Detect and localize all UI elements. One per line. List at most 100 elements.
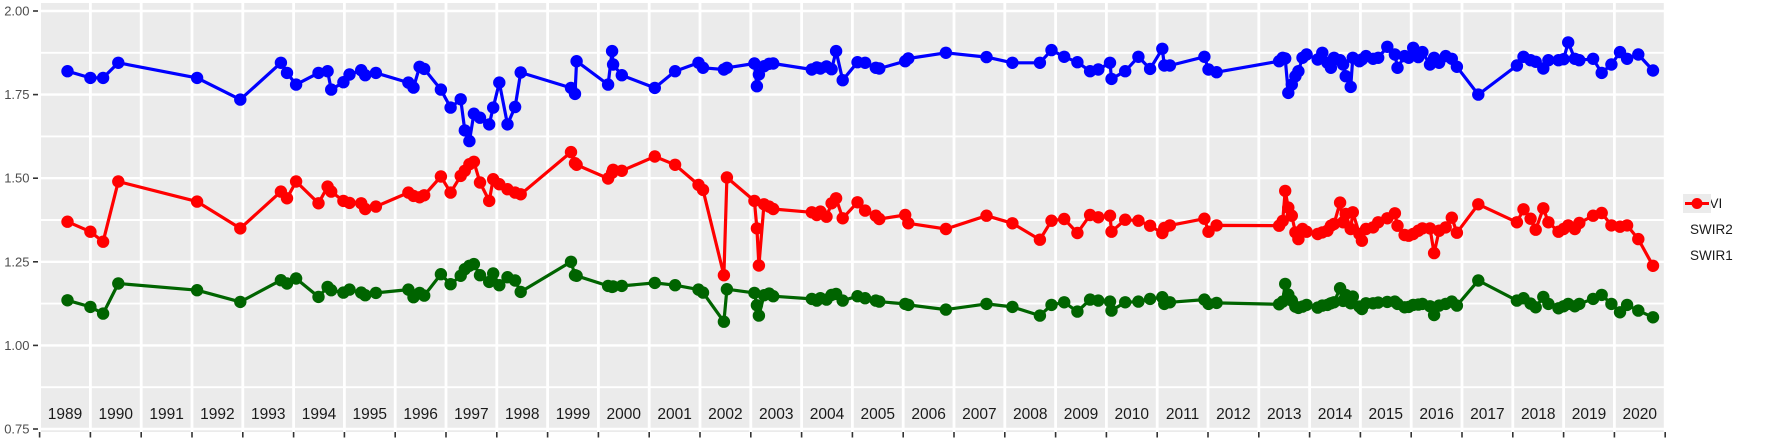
swir2-point — [615, 279, 628, 293]
ndvi-point — [1388, 48, 1402, 61]
swir1-point — [434, 170, 448, 183]
swir2-point — [902, 298, 915, 312]
swir2-point — [1143, 292, 1157, 306]
swir2-point — [418, 289, 431, 302]
x-tick-label: 2001 — [657, 406, 691, 423]
swir2-point — [289, 272, 303, 285]
ndvi-point — [1156, 42, 1169, 55]
ndvi-point — [1573, 54, 1586, 67]
ndvi-point — [1372, 51, 1385, 64]
ndvi-point — [434, 83, 448, 96]
ndvi-point — [1472, 88, 1485, 101]
swir1-point — [1163, 219, 1177, 232]
y-tick-label: 1.25 — [4, 254, 29, 269]
swir1-point — [748, 194, 761, 208]
swir1-point — [1071, 226, 1084, 240]
x-tick-label: 1999 — [556, 406, 590, 423]
ndvi-point — [514, 66, 527, 79]
swir2-point — [96, 307, 110, 320]
swir2-point — [467, 257, 481, 271]
x-tick-label: 1996 — [403, 406, 437, 423]
swir2-point — [1646, 311, 1660, 324]
swir2-point — [343, 283, 356, 296]
ndvi-point — [1163, 59, 1177, 72]
ndvi-point — [1045, 43, 1058, 57]
swir1-point — [1388, 207, 1402, 220]
ndvi-point — [234, 93, 247, 106]
x-tick-label: 2016 — [1419, 406, 1453, 423]
swir1-point — [1542, 216, 1555, 229]
swir2-series — [61, 255, 1660, 328]
swir2-point — [1632, 304, 1645, 317]
legend-label: SWIR1 — [1690, 248, 1733, 263]
ndvi-series — [61, 36, 1660, 148]
swir1-point — [1210, 219, 1223, 232]
swir1-point — [1439, 221, 1452, 234]
ndvi-point — [1143, 62, 1157, 76]
swir2-point — [473, 269, 487, 282]
swir2-point — [750, 299, 764, 312]
swir2-point — [1346, 290, 1360, 303]
swir1-point — [234, 222, 247, 235]
swir1-point — [418, 189, 431, 202]
swir1-point — [1517, 203, 1530, 216]
swir1-point — [1450, 226, 1464, 239]
swir1-legend-key-icon — [1683, 194, 1711, 213]
swir2-point — [1006, 300, 1019, 314]
swir1-point — [851, 196, 864, 209]
ndvi-point — [84, 71, 97, 85]
ndvi-point — [1210, 66, 1223, 79]
swir2-point — [836, 294, 849, 307]
ndvi-point — [902, 52, 915, 65]
ndvi-point — [1006, 56, 1019, 69]
swir1-point — [369, 200, 383, 213]
legend-label: SWIR2 — [1690, 222, 1733, 237]
x-tick-label: 2019 — [1572, 406, 1606, 423]
ndvi-point — [836, 74, 849, 87]
swir2-point — [1058, 296, 1071, 309]
swir2-point — [1529, 301, 1542, 314]
ndvi-point — [493, 76, 506, 89]
swir2-point — [980, 297, 993, 311]
x-tick-label: 2014 — [1318, 406, 1353, 423]
ndvi-point — [1562, 36, 1575, 49]
swir2-point — [564, 255, 578, 268]
swir1-point — [483, 194, 496, 208]
y-tick-label: 0.75 — [4, 422, 29, 437]
swir1-point — [1427, 246, 1441, 260]
swir1-point — [1198, 212, 1211, 225]
swir2-point — [1605, 297, 1618, 311]
swir2-point — [1542, 297, 1555, 311]
swir2-point — [1033, 309, 1047, 322]
ndvi-point — [1407, 41, 1420, 54]
y-tick-label: 2.00 — [4, 4, 29, 19]
ndvi-point — [407, 81, 420, 94]
legend-item-swir1: SWIR1 — [1683, 194, 1733, 265]
swir2-point — [312, 290, 325, 304]
swir2-point — [190, 284, 204, 297]
ndvi-point — [696, 61, 710, 74]
swir2-point — [1045, 298, 1058, 312]
ndvi-point — [508, 100, 522, 114]
swir2-point — [873, 295, 886, 308]
x-tick-label: 1997 — [454, 406, 488, 423]
ndvi-point — [487, 101, 500, 114]
swir2-point — [717, 315, 731, 328]
swir1-point — [1573, 216, 1586, 230]
swir1-point — [902, 217, 915, 230]
swir1-point — [752, 259, 766, 272]
swir1-point — [1276, 214, 1289, 228]
swir1-point — [1103, 209, 1117, 222]
swir1-point — [829, 192, 843, 205]
swir2-point — [1595, 288, 1608, 302]
ndvi-point — [463, 134, 476, 148]
ndvi-point — [444, 101, 457, 114]
swir2-point — [1327, 296, 1341, 309]
ndvi-point — [1586, 52, 1600, 65]
ndvi-point — [829, 44, 843, 58]
swir2-point — [858, 292, 872, 305]
swir2-point — [369, 286, 383, 300]
swir1-point — [473, 176, 487, 189]
swir1-point — [767, 202, 780, 216]
